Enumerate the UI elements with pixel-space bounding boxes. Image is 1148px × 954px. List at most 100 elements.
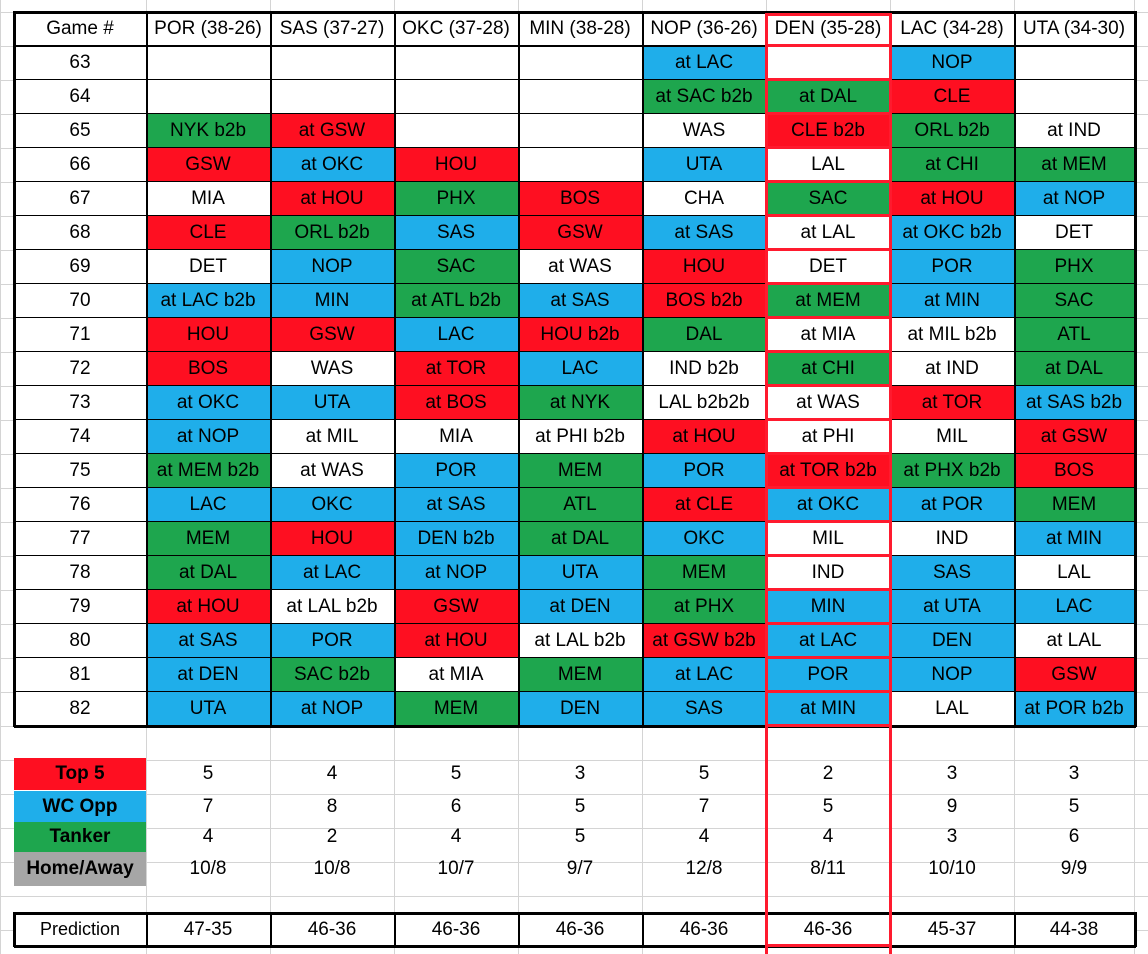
table-border bbox=[14, 317, 1134, 318]
table-border bbox=[14, 623, 1134, 624]
schedule-cell: at TOR bbox=[890, 386, 1014, 420]
header-team: UTA (34-30) bbox=[1014, 12, 1134, 46]
schedule-cell: MIN bbox=[270, 284, 394, 318]
prediction-value: 46-36 bbox=[394, 913, 518, 946]
schedule-cell: at DAL bbox=[518, 522, 642, 556]
table-border bbox=[14, 249, 1134, 250]
prediction-border bbox=[13, 912, 16, 947]
highlight-column-border bbox=[765, 248, 891, 251]
schedule-cell: at POR bbox=[890, 488, 1014, 522]
gridline-horizontal bbox=[0, 896, 1148, 897]
schedule-cell: MEM bbox=[518, 454, 642, 488]
highlight-column-border bbox=[765, 690, 891, 693]
table-border bbox=[14, 419, 1134, 420]
header-team: DEN (35-28) bbox=[766, 12, 890, 46]
schedule-cell: DET bbox=[766, 250, 890, 284]
schedule-cell: DEN bbox=[518, 692, 642, 726]
schedule-cell: at BOS bbox=[394, 386, 518, 420]
schedule-cell: at NYK bbox=[518, 386, 642, 420]
table-border bbox=[14, 45, 1134, 47]
schedule-cell: UTA bbox=[270, 386, 394, 420]
schedule-cell: SAC bbox=[1014, 284, 1134, 318]
schedule-cell: at LAL bbox=[1014, 624, 1134, 658]
header-team: OKC (37-28) bbox=[394, 12, 518, 46]
table-border bbox=[642, 11, 644, 727]
summary-value: 2 bbox=[326, 826, 338, 847]
schedule-cell: ORL b2b bbox=[270, 216, 394, 250]
schedule-cell: NOP bbox=[890, 658, 1014, 692]
header-team: SAS (37-27) bbox=[270, 12, 394, 46]
highlight-column-border bbox=[765, 112, 891, 115]
table-border bbox=[14, 725, 1136, 728]
summary-value: 5 bbox=[822, 795, 834, 817]
schedule-cell: at HOU bbox=[270, 182, 394, 216]
table-border bbox=[14, 351, 1134, 352]
highlight-column-border bbox=[765, 724, 891, 727]
schedule-cell: at OKC bbox=[146, 386, 270, 420]
prediction-border bbox=[270, 912, 272, 947]
prediction-border bbox=[1134, 912, 1137, 947]
summary-value: 10/7 bbox=[437, 858, 475, 879]
schedule-cell: POR bbox=[394, 454, 518, 488]
prediction-border bbox=[1014, 912, 1016, 947]
schedule-cell: at LAL bbox=[766, 216, 890, 250]
game-number: 82 bbox=[14, 692, 146, 726]
schedule-cell: BOS b2b bbox=[642, 284, 766, 318]
table-border bbox=[14, 487, 1134, 488]
summary-value: 5 bbox=[698, 763, 710, 784]
table-border bbox=[270, 11, 272, 727]
schedule-cell: HOU bbox=[642, 250, 766, 284]
schedule-cell: UTA bbox=[642, 148, 766, 182]
game-number: 73 bbox=[14, 386, 146, 420]
highlight-column-border bbox=[765, 622, 891, 625]
schedule-cell: MEM bbox=[146, 522, 270, 556]
schedule-cell: at LAC bbox=[642, 658, 766, 692]
schedule-cell: GSW bbox=[394, 590, 518, 624]
schedule-cell: SAC bbox=[394, 250, 518, 284]
schedule-cell: LAC bbox=[1014, 590, 1134, 624]
highlight-column-border bbox=[765, 520, 891, 523]
summary-value: 3 bbox=[946, 826, 958, 847]
schedule-cell bbox=[518, 46, 642, 80]
schedule-cell: at POR b2b bbox=[1014, 692, 1134, 726]
schedule-cell: CHA bbox=[642, 182, 766, 216]
schedule-cell: at MIL b2b bbox=[890, 318, 1014, 352]
schedule-cell bbox=[394, 114, 518, 148]
schedule-cell: at SAS bbox=[146, 624, 270, 658]
schedule-cell bbox=[146, 46, 270, 80]
highlight-column-border bbox=[765, 316, 891, 319]
schedule-cell bbox=[270, 46, 394, 80]
schedule-cell: ATL bbox=[1014, 318, 1134, 352]
highlight-column-border bbox=[765, 180, 891, 183]
header-game-number: Game # bbox=[14, 12, 146, 46]
schedule-cell: at DEN bbox=[518, 590, 642, 624]
schedule-cell: at TOR b2b bbox=[766, 454, 890, 488]
schedule-cell: at WAS bbox=[518, 250, 642, 284]
summary-value: 3 bbox=[946, 763, 958, 784]
schedule-cell: SAS bbox=[642, 692, 766, 726]
schedule-cell: ATL bbox=[518, 488, 642, 522]
schedule-cell: at MIL bbox=[270, 420, 394, 454]
prediction-border bbox=[518, 912, 520, 947]
highlight-column-border bbox=[765, 588, 891, 591]
schedule-cell: at ATL b2b bbox=[394, 284, 518, 318]
schedule-cell: at MEM b2b bbox=[146, 454, 270, 488]
schedule-cell: at HOU bbox=[146, 590, 270, 624]
schedule-cell: LAL bbox=[890, 692, 1014, 726]
schedule-cell: UTA bbox=[146, 692, 270, 726]
table-border bbox=[14, 147, 1134, 148]
highlight-column-border bbox=[765, 350, 891, 353]
prediction-value: 44-38 bbox=[1014, 913, 1134, 946]
schedule-cell: at NOP bbox=[146, 420, 270, 454]
schedule-cell bbox=[1014, 46, 1134, 80]
schedule-cell: at GSW b2b bbox=[642, 624, 766, 658]
summary-value: 4 bbox=[202, 826, 214, 847]
schedule-cell: at TOR bbox=[394, 352, 518, 386]
summary-value: 9 bbox=[946, 795, 958, 817]
game-number: 72 bbox=[14, 352, 146, 386]
summary-value: 5 bbox=[450, 763, 462, 784]
schedule-cell: LAL bbox=[1014, 556, 1134, 590]
schedule-cell: LAC bbox=[146, 488, 270, 522]
table-border bbox=[14, 589, 1134, 590]
schedule-cell: POR bbox=[270, 624, 394, 658]
